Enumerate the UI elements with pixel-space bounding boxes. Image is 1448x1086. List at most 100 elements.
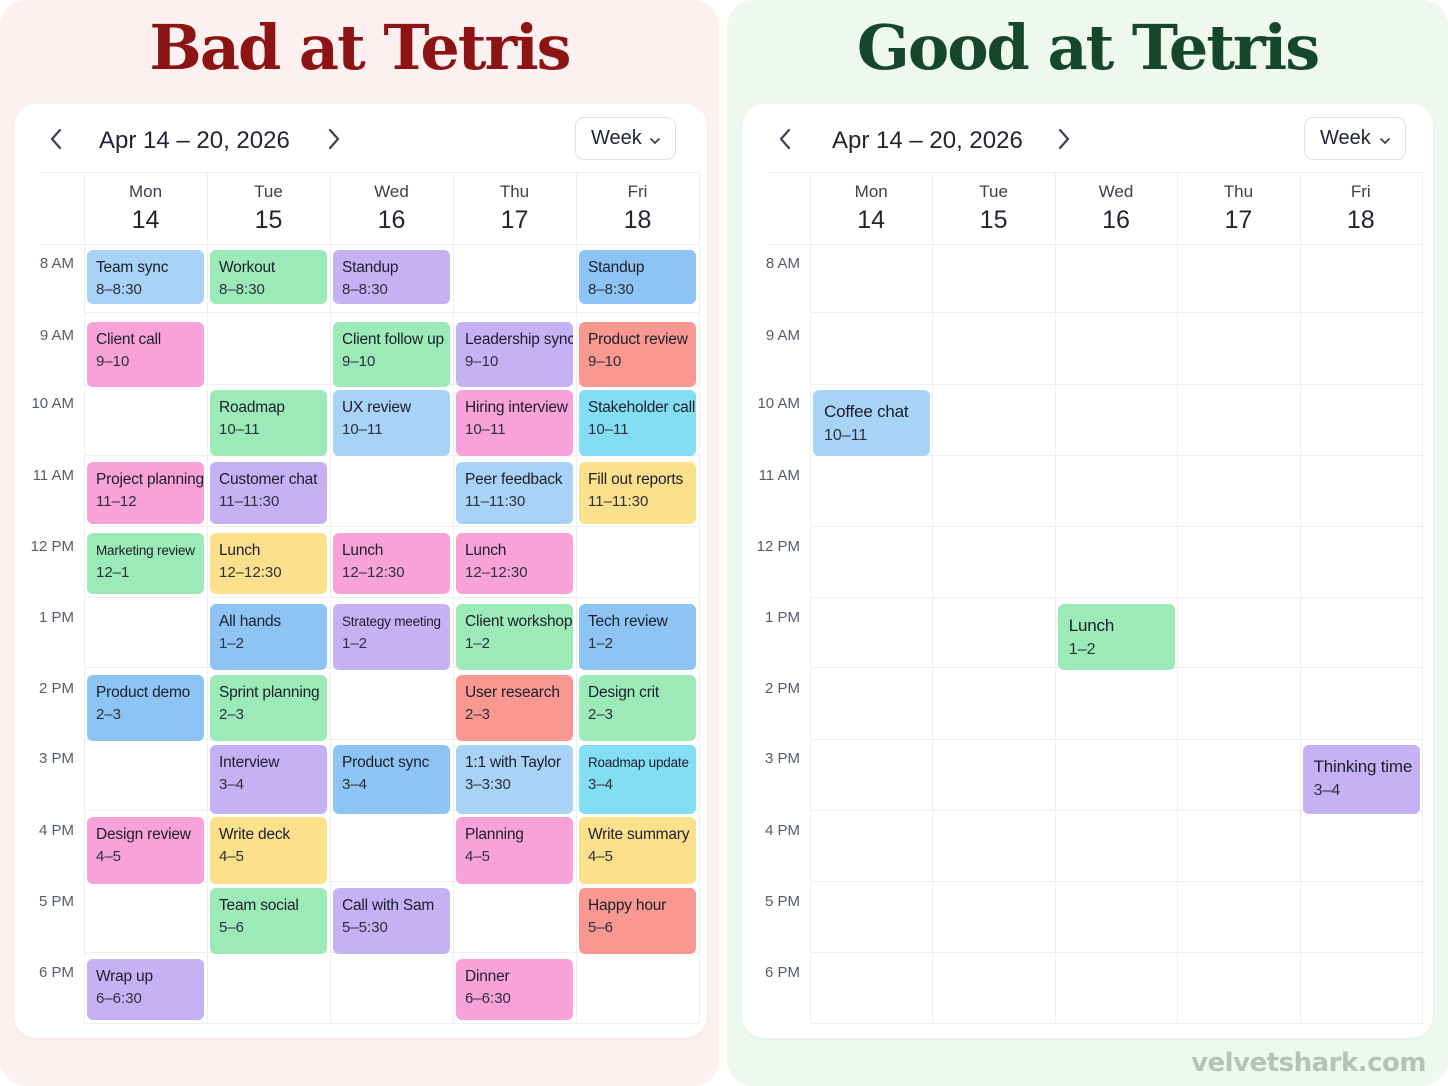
calendar-event[interactable]: Wrap up 6–6:30 xyxy=(87,959,204,1020)
calendar-event[interactable]: Workout 8–8:30 xyxy=(210,250,327,304)
view-select-dropdown[interactable]: Week xyxy=(575,117,676,160)
view-select-dropdown[interactable]: Week xyxy=(1304,117,1406,160)
calendar-event[interactable]: Project planning 11–12 xyxy=(87,462,204,524)
day-number: 15 xyxy=(979,206,1008,234)
calendar-event[interactable]: Roadmap 10–11 xyxy=(210,390,327,456)
calendar-event[interactable]: Fill out reports 11–11:30 xyxy=(579,462,696,524)
event-title: Design crit xyxy=(588,684,660,701)
day-name: Wed xyxy=(1098,182,1134,201)
event-time: 3–4 xyxy=(1313,782,1341,799)
event-time: 10–11 xyxy=(342,421,383,438)
event-title: 1:1 with Taylor xyxy=(465,754,561,771)
event-time: 9–10 xyxy=(96,353,130,370)
calendar-event[interactable]: Hiring interview 10–11 xyxy=(456,390,573,456)
calendar-event[interactable]: Interview 3–4 xyxy=(210,745,327,814)
event-title: User research xyxy=(465,684,560,701)
time-label: 11 AM xyxy=(32,467,74,484)
prev-week-button[interactable] xyxy=(770,126,800,156)
calendar-event[interactable]: All hands 1–2 xyxy=(210,604,327,670)
time-label: 3 PM xyxy=(38,750,74,767)
calendar-event[interactable]: Product sync 3–4 xyxy=(333,745,450,814)
calendar-event[interactable]: UX review 10–11 xyxy=(333,390,450,456)
calendar-event[interactable]: Team social 5–6 xyxy=(210,888,327,954)
event-title: Lunch xyxy=(1068,616,1115,635)
calendar-event[interactable]: Lunch 1–2 xyxy=(1057,604,1176,670)
event-time: 1–2 xyxy=(342,635,368,652)
time-label: 10 AM xyxy=(757,395,800,412)
calendar-event[interactable]: Planning 4–5 xyxy=(456,817,573,884)
calendar-event[interactable]: Customer chat 11–11:30 xyxy=(210,462,327,524)
calendar-event[interactable]: Client follow up 9–10 xyxy=(333,322,450,387)
event-title: Write deck xyxy=(219,826,290,843)
time-label: 1 PM xyxy=(38,609,74,626)
calendar-event[interactable]: Write summary 4–5 xyxy=(579,817,696,884)
calendar-event[interactable]: Standup 8–8:30 xyxy=(333,250,450,304)
calendar-event[interactable]: Thinking time 3–4 xyxy=(1302,745,1420,814)
calendar-event[interactable]: Design review 4–5 xyxy=(87,817,204,884)
event-time: 5–6 xyxy=(588,919,614,936)
time-label: 5 PM xyxy=(38,893,74,910)
event-time: 2–3 xyxy=(219,706,245,723)
calendar-event[interactable]: Happy hour 5–6 xyxy=(579,888,696,954)
time-label: 6 PM xyxy=(764,964,800,981)
next-week-button[interactable] xyxy=(1049,126,1079,156)
event-title: Team social xyxy=(219,897,299,914)
calendar-event[interactable]: Strategy meeting 1–2 xyxy=(333,604,450,670)
calendar-event[interactable]: User research 2–3 xyxy=(456,675,573,741)
calendar-event[interactable]: Product review 9–10 xyxy=(579,322,696,387)
event-title: Project planning xyxy=(96,471,204,488)
event-time: 11–11:30 xyxy=(219,493,280,510)
event-title: Lunch xyxy=(219,542,261,559)
calendar-event[interactable]: Product demo 2–3 xyxy=(87,675,204,741)
calendar-event[interactable]: Write deck 4–5 xyxy=(210,817,327,884)
calendar-event[interactable]: Coffee chat 10–11 xyxy=(813,390,931,456)
grid-row-line xyxy=(84,526,699,527)
calendar-event[interactable]: Peer feedback 11–11:30 xyxy=(456,462,573,524)
calendar-event[interactable]: Tech review 1–2 xyxy=(579,604,696,670)
calendar-event[interactable]: 1:1 with Taylor 3–3:30 xyxy=(456,745,573,814)
calendar-event[interactable]: Client workshop 1–2 xyxy=(456,604,573,670)
time-label: 5 PM xyxy=(764,893,800,910)
day-number: 17 xyxy=(500,206,529,234)
calendar-event[interactable]: Stakeholder call 10–11 xyxy=(579,390,696,456)
calendar-event[interactable]: Lunch 12–12:30 xyxy=(210,533,327,594)
time-label: 6 PM xyxy=(38,964,74,981)
event-time: 9–10 xyxy=(588,353,622,370)
grid-row-line xyxy=(810,739,1422,740)
event-title: Peer feedback xyxy=(465,471,563,488)
calendar-event[interactable]: Team sync 8–8:30 xyxy=(87,250,204,304)
calendar-event[interactable]: Standup 8–8:30 xyxy=(579,250,696,304)
next-week-button[interactable] xyxy=(319,126,349,156)
view-select-label: Week xyxy=(591,127,642,149)
event-title: Client follow up xyxy=(342,331,444,348)
grid-row-line xyxy=(810,952,1422,953)
event-time: 2–3 xyxy=(588,706,614,723)
calendar-event[interactable]: Roadmap update 3–4 xyxy=(579,745,696,814)
event-title: Wrap up xyxy=(96,968,153,985)
day-header: Thu 17 xyxy=(1177,172,1299,248)
calendar-event[interactable]: Dinner 6–6:30 xyxy=(456,959,573,1020)
calendar-event[interactable]: Client call 9–10 xyxy=(87,322,204,387)
grid-row-line xyxy=(84,1023,699,1024)
calendar-event[interactable]: Lunch 12–12:30 xyxy=(333,533,450,594)
day-name: Wed xyxy=(374,182,409,201)
calendar-event[interactable]: Lunch 12–12:30 xyxy=(456,533,573,594)
calendar-event[interactable]: Sprint planning 2–3 xyxy=(210,675,327,741)
grid-column-line xyxy=(207,172,208,1024)
grid-column-line xyxy=(1177,172,1179,1024)
grid-row-line xyxy=(766,244,1422,245)
calendar-event[interactable]: Design crit 2–3 xyxy=(579,675,696,741)
calendar-event[interactable]: Call with Sam 5–5:30 xyxy=(333,888,450,954)
calendar-event[interactable]: Marketing review 12–1 xyxy=(87,533,204,594)
prev-week-button[interactable] xyxy=(41,126,71,156)
calendar-event[interactable]: Leadership sync 9–10 xyxy=(456,322,573,387)
grid-column-line xyxy=(1422,172,1423,1024)
event-time: 3–3:30 xyxy=(465,776,511,793)
day-header: Mon 14 xyxy=(810,172,932,248)
day-number: 18 xyxy=(1346,206,1375,234)
time-label: 8 AM xyxy=(39,255,74,272)
event-title: Fill out reports xyxy=(588,471,683,488)
good-panel-title: Good at Tetris xyxy=(856,11,1320,84)
event-title: Client call xyxy=(96,331,161,348)
event-title: All hands xyxy=(219,613,281,630)
